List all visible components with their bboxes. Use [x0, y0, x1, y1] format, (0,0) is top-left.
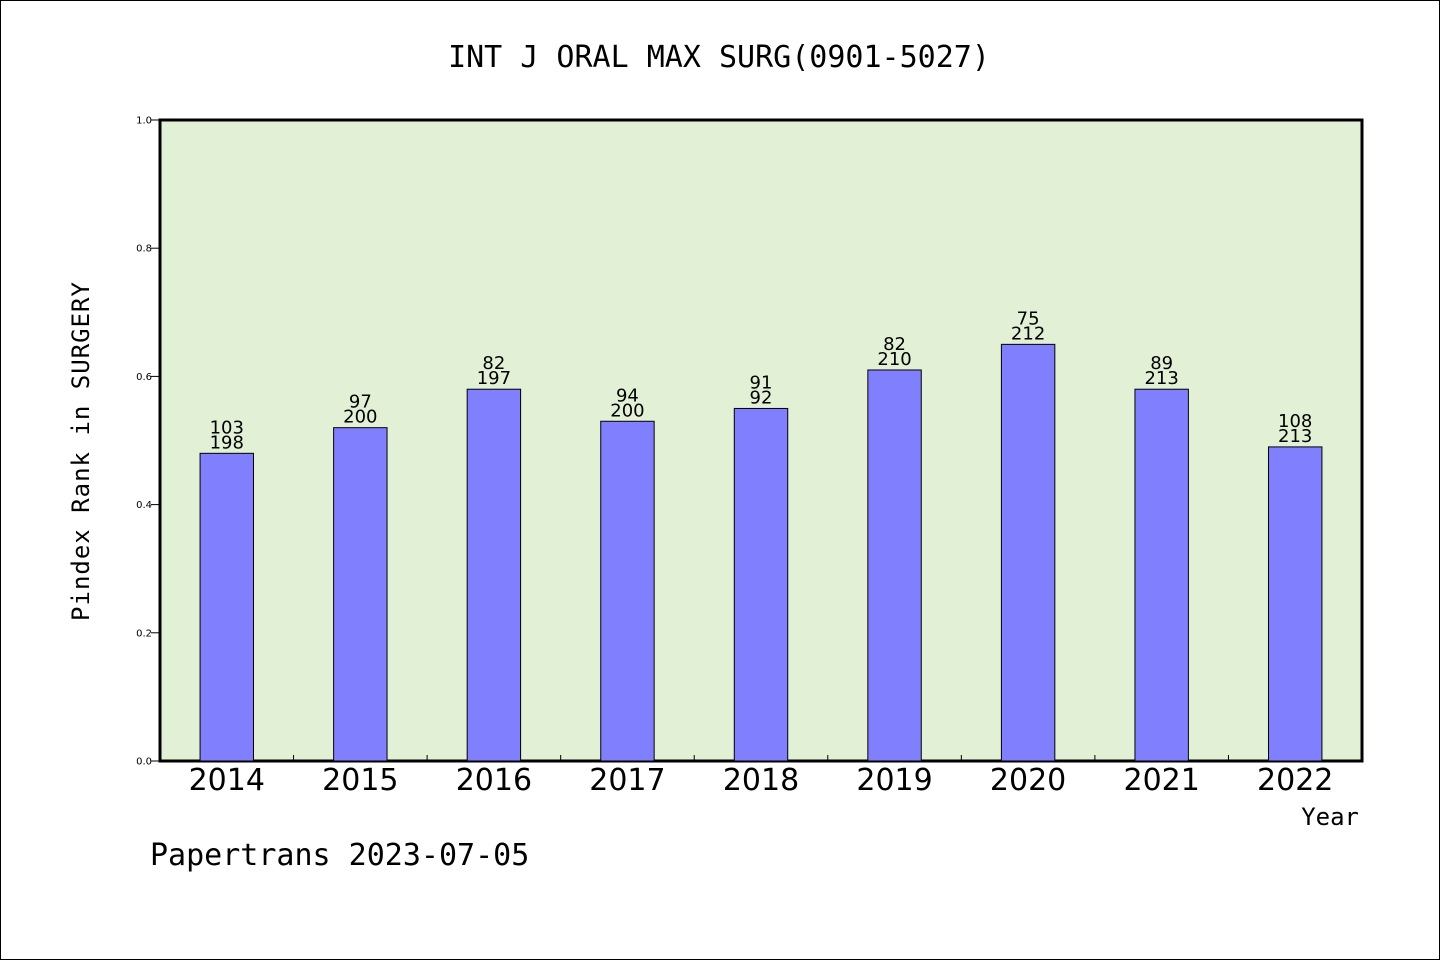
- bar-total-label: 213: [1144, 368, 1178, 389]
- y-axis: 0.0 0.2 0.4 0.6 0.8 1.0: [136, 116, 160, 768]
- bar-rank-label: 103: [210, 417, 244, 438]
- x-tick-label: 2014: [189, 763, 265, 798]
- bar-2015: [333, 427, 388, 762]
- y-axis-label: Pindex Rank in SURGERY: [67, 281, 95, 621]
- x-tick-label: 2021: [1123, 763, 1199, 798]
- bar-total-label: 197: [477, 368, 511, 389]
- bar-2014: [199, 452, 254, 762]
- bar-2021: [1134, 388, 1189, 762]
- x-tick-label: 2022: [1257, 763, 1333, 798]
- bar-rank-label: 97: [349, 392, 372, 413]
- bar-2020: [1000, 343, 1056, 762]
- y-tick-label: 0.6: [136, 372, 152, 383]
- y-tick-label: 0.2: [136, 628, 152, 639]
- bar-total-label: 200: [610, 400, 644, 421]
- bar-2016: [466, 388, 522, 762]
- bar-rank-label: 94: [616, 385, 639, 406]
- x-axis: 2014 2015 2016 2017 2018 2019 2020 2021 2022: [189, 755, 1333, 798]
- bar-rank-label: 91: [750, 372, 773, 393]
- bars: 1031989720082197942009192822107521289213…: [199, 308, 1323, 762]
- bar-rank-label: 108: [1278, 411, 1312, 432]
- x-tick-label: 2016: [456, 763, 532, 798]
- y-tick-label: 1.0: [136, 116, 152, 127]
- y-tick-label: 0.0: [136, 757, 152, 768]
- x-tick-label: 2019: [856, 763, 932, 798]
- bar-2017: [600, 420, 655, 762]
- y-tick-label: 0.4: [136, 500, 152, 511]
- chart-title: INT J ORAL MAX SURG(0901-5027): [448, 40, 990, 75]
- bar-2019: [867, 369, 922, 762]
- y-tick-label: 0.8: [136, 244, 152, 255]
- x-tick-label: 2015: [322, 763, 398, 798]
- bar-rank-label: 89: [1150, 353, 1173, 374]
- bar-total-label: 213: [1278, 426, 1312, 447]
- bar-rank-label: 75: [1017, 308, 1040, 329]
- bar-2018: [733, 407, 789, 762]
- bar-rank-label: 82: [482, 353, 505, 374]
- bar-total-label: 210: [877, 349, 911, 370]
- x-axis-label: Year: [1301, 803, 1359, 831]
- x-tick-label: 2018: [723, 763, 799, 798]
- x-tick-label: 2020: [990, 763, 1066, 798]
- bar-total-label: 200: [343, 407, 377, 428]
- bar-2022: [1268, 446, 1323, 762]
- bar-total-label: 198: [210, 432, 244, 453]
- x-tick-label: 2017: [589, 763, 665, 798]
- bar-total-label: 92: [750, 387, 773, 408]
- bar-total-label: 212: [1011, 323, 1045, 344]
- footer-text: Papertrans 2023-07-05: [150, 838, 529, 873]
- bar-rank-label: 82: [883, 334, 906, 355]
